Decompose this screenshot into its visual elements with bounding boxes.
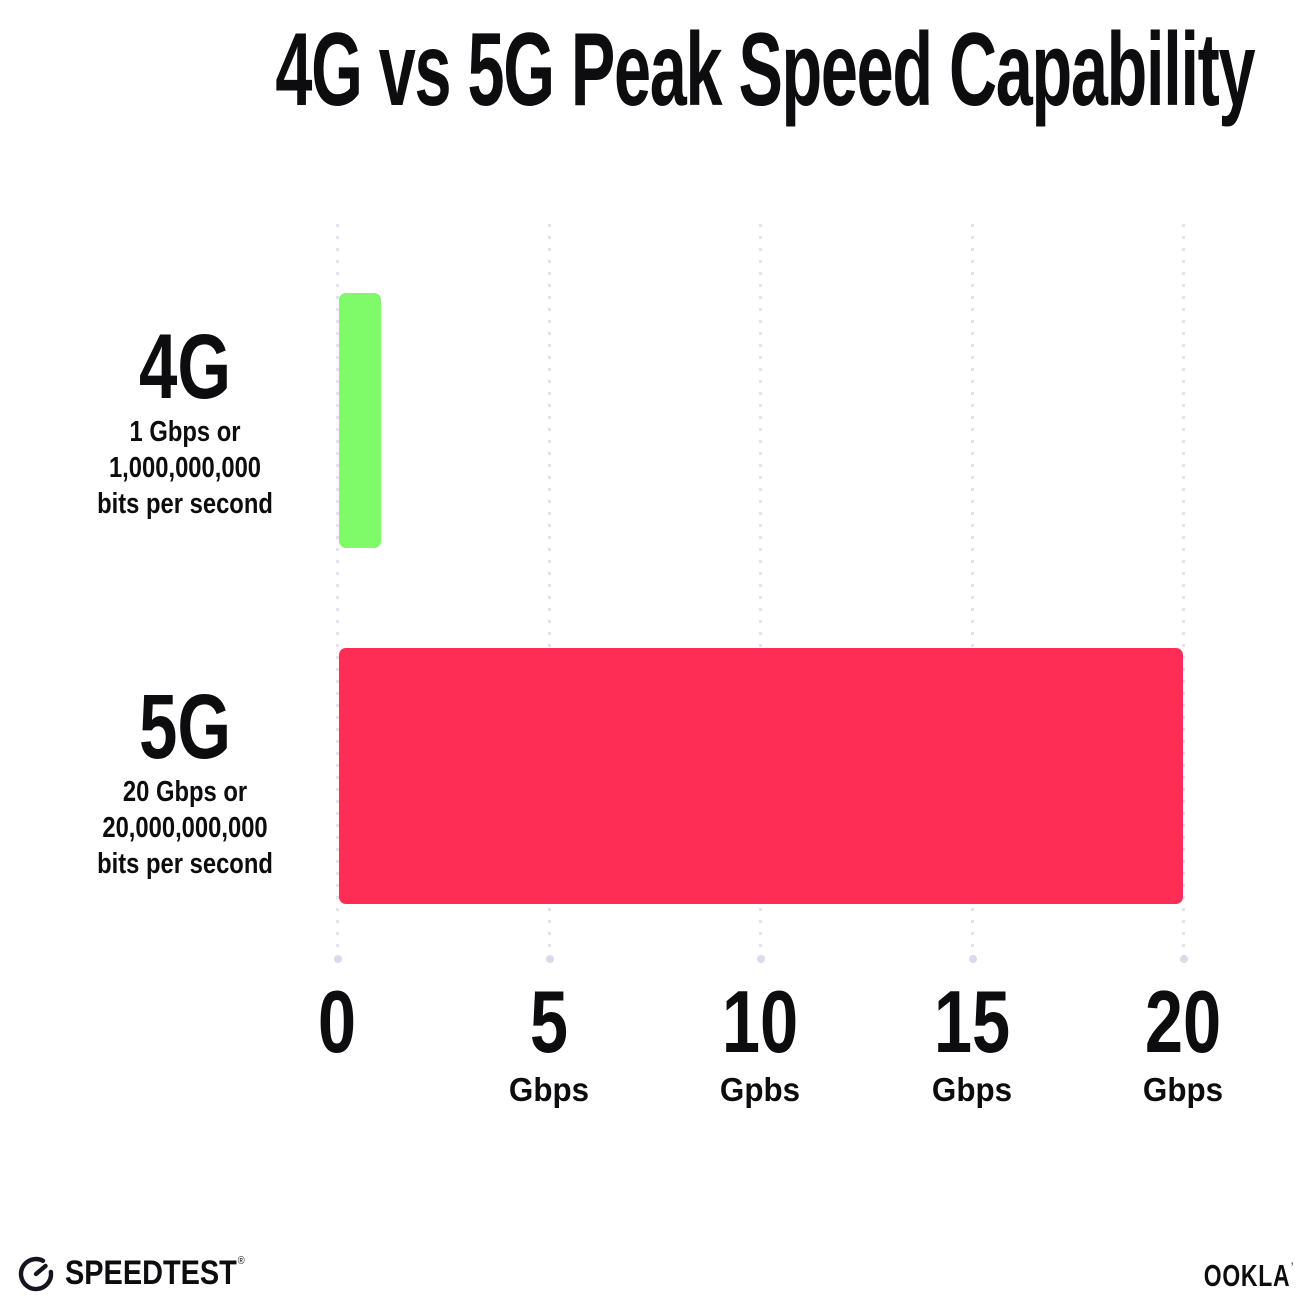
tick-value: 15 — [933, 972, 1011, 1071]
registered-trademark-icon: ® — [237, 1254, 245, 1267]
desc-line-1: 1 Gbps or — [129, 416, 241, 449]
bar-5g — [339, 648, 1183, 904]
ookla-wordmark: OOKLA’ — [1204, 1258, 1294, 1294]
ookla-logo: OOKLA’ — [1172, 1258, 1294, 1294]
speedtest-wordmark: SPEEDTEST® — [65, 1254, 245, 1293]
gridline-20 — [1179, 224, 1188, 963]
x-tick-0: 0 — [227, 978, 447, 1072]
speedometer-gauge-icon — [16, 1253, 56, 1293]
speedtest-logo: SPEEDTEST® — [16, 1253, 276, 1293]
speedtest-wordmark-text: SPEEDTEST — [65, 1253, 237, 1292]
x-tick-20: 20 Gbps — [1073, 978, 1293, 1108]
tick-value: 5 — [529, 972, 569, 1071]
x-tick-15: 15 Gbps — [862, 978, 1082, 1108]
category-label-5g: 5G 20 Gbps or 20,000,000,000 bits per se… — [35, 676, 335, 882]
category-label-4g: 4G 1 Gbps or 1,000,000,000 bits per seco… — [35, 316, 335, 522]
tick-unit: Gbps — [931, 1071, 1013, 1108]
tick-unit: Gbps — [508, 1071, 590, 1108]
gridline-10 — [756, 224, 765, 963]
tick-value: 10 — [721, 972, 799, 1071]
desc-line-3: bits per second — [97, 488, 273, 521]
category-desc-4g: 1 Gbps or 1,000,000,000 bits per second — [62, 414, 308, 522]
desc-line-2: 1,000,000,000 — [108, 452, 262, 485]
category-desc-5g: 20 Gbps or 20,000,000,000 bits per secon… — [62, 774, 308, 882]
desc-line-1: 20 Gbps or — [122, 776, 248, 809]
bar-4g — [339, 293, 381, 548]
tick-value: 0 — [317, 972, 357, 1071]
title-wrap: 4G vs 5G Peak Speed Capability — [0, 18, 1308, 122]
desc-line-3: bits per second — [97, 848, 273, 881]
desc-line-2: 20,000,000,000 — [102, 812, 268, 845]
trademark-tick-icon: ’ — [1290, 1259, 1294, 1275]
x-tick-5: 5 Gbps — [439, 978, 659, 1108]
ookla-wordmark-text: OOKLA — [1203, 1258, 1291, 1293]
tick-unit: Gbps — [1142, 1071, 1224, 1108]
chart-title: 4G vs 5G Peak Speed Capability — [275, 12, 1255, 128]
category-name-4g: 4G — [138, 316, 232, 418]
tick-unit: Gpbs — [719, 1071, 801, 1108]
category-name-5g: 5G — [138, 676, 232, 778]
tick-value: 20 — [1144, 972, 1222, 1071]
gridline-15 — [968, 224, 977, 963]
gridline-0 — [333, 224, 342, 963]
x-tick-10: 10 Gpbs — [650, 978, 870, 1108]
gridline-5 — [545, 224, 554, 963]
